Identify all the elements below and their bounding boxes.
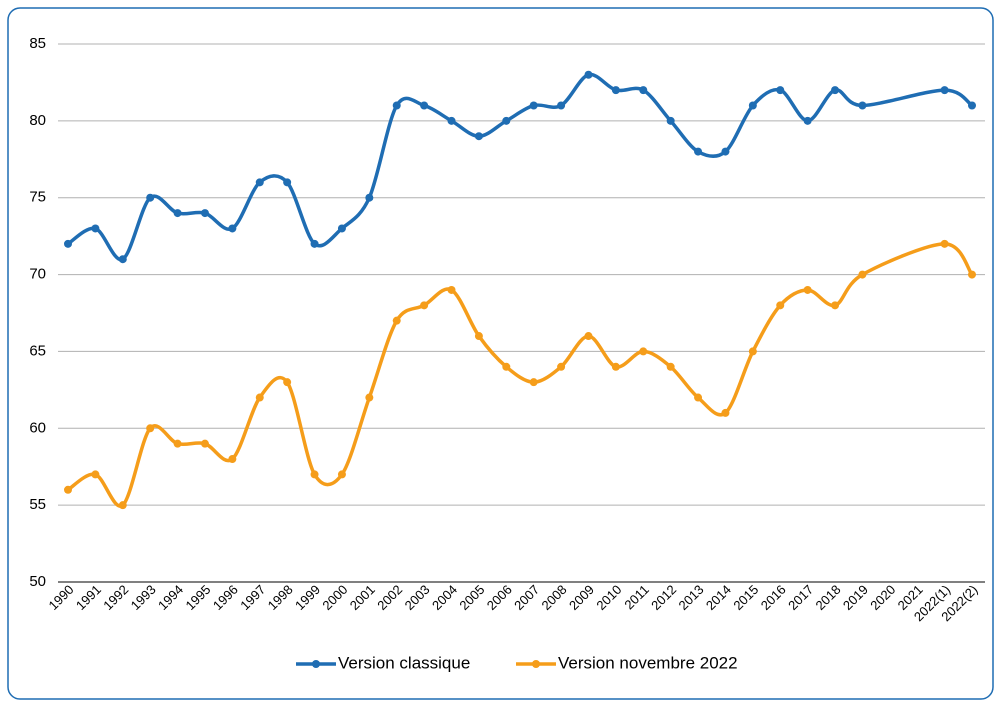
point xyxy=(337,470,346,479)
point xyxy=(858,101,867,110)
y-tick-label: 75 xyxy=(29,189,46,206)
y-tick-label: 65 xyxy=(29,342,46,359)
point xyxy=(474,332,483,341)
point xyxy=(255,393,264,402)
point xyxy=(529,378,538,387)
point xyxy=(228,224,237,233)
point xyxy=(283,378,292,387)
point xyxy=(776,301,785,310)
y-tick-label: 55 xyxy=(29,496,46,513)
point xyxy=(64,485,72,494)
point xyxy=(831,86,840,95)
point xyxy=(310,239,319,248)
y-tick-label: 80 xyxy=(29,112,46,129)
point xyxy=(200,209,209,218)
point xyxy=(748,347,757,356)
point xyxy=(611,86,620,95)
point xyxy=(611,362,620,371)
point xyxy=(666,362,675,371)
y-tick-label: 85 xyxy=(29,35,46,52)
point xyxy=(968,101,976,110)
point xyxy=(447,116,456,125)
y-tick-label: 70 xyxy=(29,266,46,283)
point xyxy=(831,301,840,310)
legend-label: Version novembre 2022 xyxy=(558,653,738,672)
point xyxy=(474,132,483,141)
point xyxy=(803,285,812,294)
point xyxy=(146,193,155,202)
point xyxy=(173,439,182,448)
y-tick-label: 60 xyxy=(29,419,46,436)
point xyxy=(776,86,785,95)
point xyxy=(200,439,209,448)
point xyxy=(529,101,538,110)
point xyxy=(694,147,703,156)
point xyxy=(639,347,648,356)
point xyxy=(365,393,374,402)
legend-marker xyxy=(532,660,540,668)
point xyxy=(420,101,429,110)
point xyxy=(392,101,401,110)
point xyxy=(64,239,72,248)
point xyxy=(283,178,292,187)
point xyxy=(940,239,949,248)
point xyxy=(557,362,566,371)
point xyxy=(502,116,511,125)
point xyxy=(968,270,976,279)
point xyxy=(940,86,949,95)
point xyxy=(365,193,374,202)
point xyxy=(721,408,730,417)
point xyxy=(310,470,319,479)
point xyxy=(694,393,703,402)
point xyxy=(584,332,593,341)
point xyxy=(91,470,100,479)
point xyxy=(447,285,456,294)
point xyxy=(502,362,511,371)
point xyxy=(392,316,401,325)
point xyxy=(337,224,346,233)
point xyxy=(118,501,127,510)
point xyxy=(584,70,593,79)
point xyxy=(255,178,264,187)
point xyxy=(557,101,566,110)
point xyxy=(748,101,757,110)
point xyxy=(666,116,675,125)
point xyxy=(91,224,100,233)
point xyxy=(858,270,867,279)
point xyxy=(420,301,429,310)
point xyxy=(228,455,237,464)
point xyxy=(721,147,730,156)
frame xyxy=(7,7,994,700)
point xyxy=(803,116,812,125)
point xyxy=(118,255,127,264)
legend-label: Version classique xyxy=(338,653,470,672)
point xyxy=(173,209,182,218)
point xyxy=(146,424,155,433)
y-tick-label: 50 xyxy=(29,573,46,590)
legend-marker xyxy=(312,660,320,668)
point xyxy=(639,86,648,95)
